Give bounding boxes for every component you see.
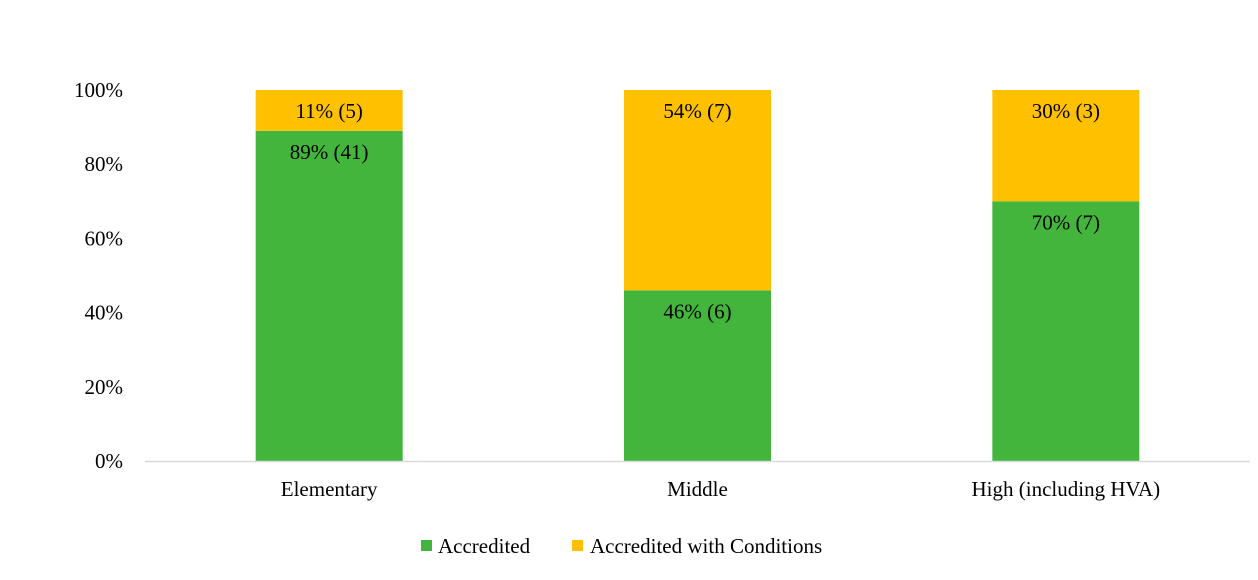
bar-segment [992,201,1140,462]
legend: Accredited Accredited with Conditions [421,534,822,558]
x-category-label: Elementary [281,477,378,501]
y-tick-label: 80% [85,152,124,176]
data-label: 54% (7) [663,99,731,123]
data-label: 89% (41) [290,140,369,164]
bar-segment [255,130,403,461]
legend-label: Accredited [438,534,531,558]
y-tick-label: 100% [74,78,123,102]
bar-segment [624,90,771,291]
data-label: 70% (7) [1032,210,1100,234]
bar-segment [624,290,771,461]
y-axis: 0% 20% 40% 60% 80% 100% [74,78,123,473]
data-label: 30% (3) [1032,99,1100,123]
y-tick-label: 40% [85,301,124,325]
x-axis: Elementary Middle High (including HVA) [281,477,1160,501]
x-category-label: High (including HVA) [972,477,1161,501]
bar-segment [255,90,403,131]
legend-swatch [572,540,583,551]
bar-segment [992,90,1140,202]
y-tick-label: 0% [95,449,123,473]
legend-label: Accredited with Conditions [590,534,822,558]
x-category-label: Middle [667,477,728,501]
bars: 89% (41) 11% (5) 46% (6) 54% (7) 70% (7) 30% … [255,90,1140,462]
y-tick-label: 20% [85,375,124,399]
data-label: 11% (5) [295,99,362,123]
legend-swatch [421,540,432,551]
data-label: 46% (6) [663,299,731,323]
y-tick-label: 60% [85,226,124,250]
